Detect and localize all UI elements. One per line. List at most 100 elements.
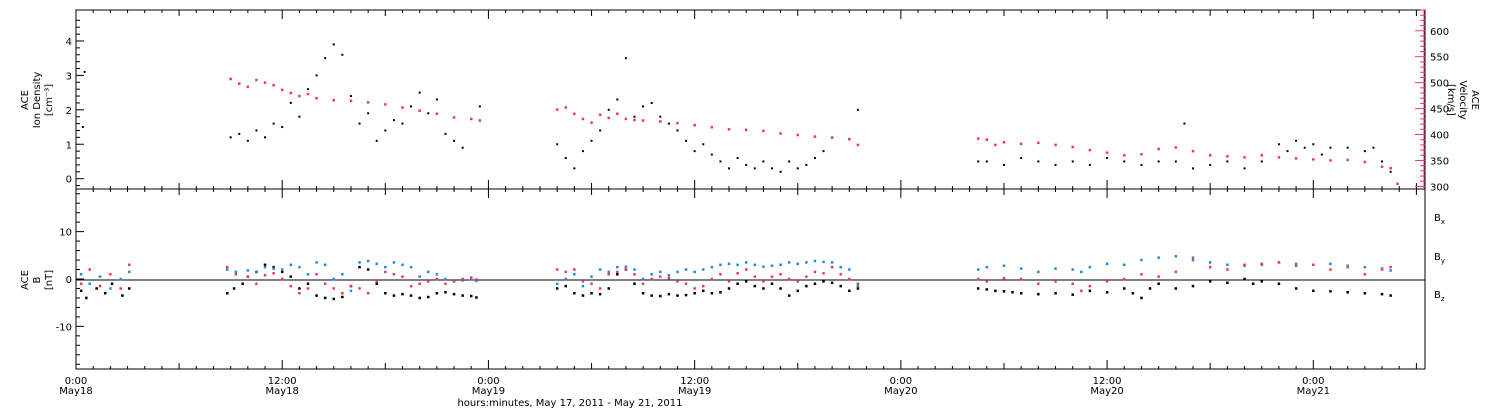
bz-point xyxy=(384,270,387,274)
bz-point xyxy=(719,273,722,276)
bx-point xyxy=(272,265,275,269)
velocity-tick-label: 500 xyxy=(1430,79,1449,90)
bz-point xyxy=(1243,263,1246,267)
by-point xyxy=(753,263,757,267)
bz-point xyxy=(341,291,344,295)
velocity-point xyxy=(848,137,851,141)
bx-point xyxy=(710,291,714,295)
bx-point xyxy=(1243,277,1246,281)
velocity-tick-label: 600 xyxy=(1430,27,1449,38)
field-axis-title-line2: B xyxy=(32,276,43,283)
density-point xyxy=(1346,146,1349,149)
by-point xyxy=(280,268,284,271)
bz-point xyxy=(839,273,842,276)
by-point xyxy=(401,263,404,267)
by-point xyxy=(79,273,83,276)
bz-point xyxy=(976,277,980,281)
bx-point xyxy=(1019,291,1023,295)
bz-point xyxy=(119,287,122,290)
bx-point xyxy=(263,263,267,267)
by-point xyxy=(736,263,739,267)
velocity-point xyxy=(272,83,275,87)
bz-point xyxy=(1037,282,1040,285)
by-point xyxy=(88,282,91,285)
bz-point xyxy=(1329,268,1332,271)
axis-labels: 0:00May1812:00May180:00May1912:00May190:… xyxy=(56,27,1449,397)
density-point xyxy=(1183,122,1186,125)
density-point xyxy=(985,160,988,163)
bz-point xyxy=(787,277,791,281)
bx-point xyxy=(693,291,696,295)
velocity-point xyxy=(349,99,353,103)
by-point xyxy=(667,273,671,277)
bx-point xyxy=(1054,291,1057,295)
bx-point xyxy=(1363,291,1367,295)
plasma-panel-frame xyxy=(75,9,1426,190)
density-point xyxy=(1329,146,1332,149)
velocity-point xyxy=(1037,141,1040,145)
velocity-tick-label: 350 xyxy=(1430,156,1449,167)
velocity-point xyxy=(796,133,800,137)
bz-point xyxy=(427,280,430,283)
bx-point xyxy=(461,294,464,297)
velocity-point xyxy=(332,99,336,102)
velocity-point xyxy=(418,109,421,112)
bz-point xyxy=(659,275,662,278)
bz-point xyxy=(641,282,645,285)
bz-point xyxy=(444,282,447,285)
bz-point xyxy=(985,280,989,283)
density-point xyxy=(83,70,86,73)
velocity-point xyxy=(1260,154,1263,157)
by-point xyxy=(427,270,430,274)
bx-point xyxy=(813,282,817,285)
velocity-point xyxy=(435,112,439,116)
bz-point xyxy=(581,280,585,283)
bz-point xyxy=(225,265,229,269)
bx-point xyxy=(573,291,576,295)
bz-point xyxy=(1157,275,1160,278)
bx-point xyxy=(85,296,88,300)
bx-point xyxy=(435,291,439,295)
bz-point xyxy=(650,277,653,281)
density-point xyxy=(642,105,645,108)
by-point xyxy=(469,277,473,281)
by-point xyxy=(332,277,336,281)
bz-point xyxy=(856,282,860,285)
bz-point xyxy=(234,273,238,276)
by-point xyxy=(1088,265,1092,269)
density-point xyxy=(81,126,84,129)
bx-point xyxy=(701,289,705,293)
bx-point xyxy=(590,291,593,295)
bz-point xyxy=(98,284,102,288)
density-point xyxy=(332,43,335,46)
bz-point xyxy=(779,273,782,276)
x-tick-label-time: 12:00 xyxy=(1093,376,1122,387)
bz-point xyxy=(366,291,370,295)
velocity-point xyxy=(1396,182,1399,186)
bx-point xyxy=(79,289,83,293)
velocity-point xyxy=(564,106,568,109)
bz-point xyxy=(667,276,671,280)
by-point xyxy=(349,289,353,293)
density-point xyxy=(1320,153,1323,156)
bz-point xyxy=(109,273,112,276)
bx-point xyxy=(1329,290,1332,293)
bz-point xyxy=(79,282,83,285)
density-point xyxy=(418,91,421,94)
velocity-point xyxy=(985,138,989,141)
x-tick-label-time: 0:00 xyxy=(1302,376,1324,387)
density-point xyxy=(693,150,696,153)
density-point xyxy=(1106,157,1109,160)
bx-point xyxy=(856,287,860,290)
velocity-point xyxy=(994,143,997,147)
by-point xyxy=(848,268,851,271)
density-point xyxy=(616,98,619,101)
density-point xyxy=(401,122,404,125)
by-point xyxy=(1140,258,1143,262)
bz-point xyxy=(736,272,739,275)
velocity-point xyxy=(1208,154,1212,157)
velocity-point xyxy=(1054,143,1057,147)
bz-point xyxy=(1363,273,1367,276)
by-point xyxy=(641,277,645,281)
velocity-point xyxy=(1071,145,1074,149)
